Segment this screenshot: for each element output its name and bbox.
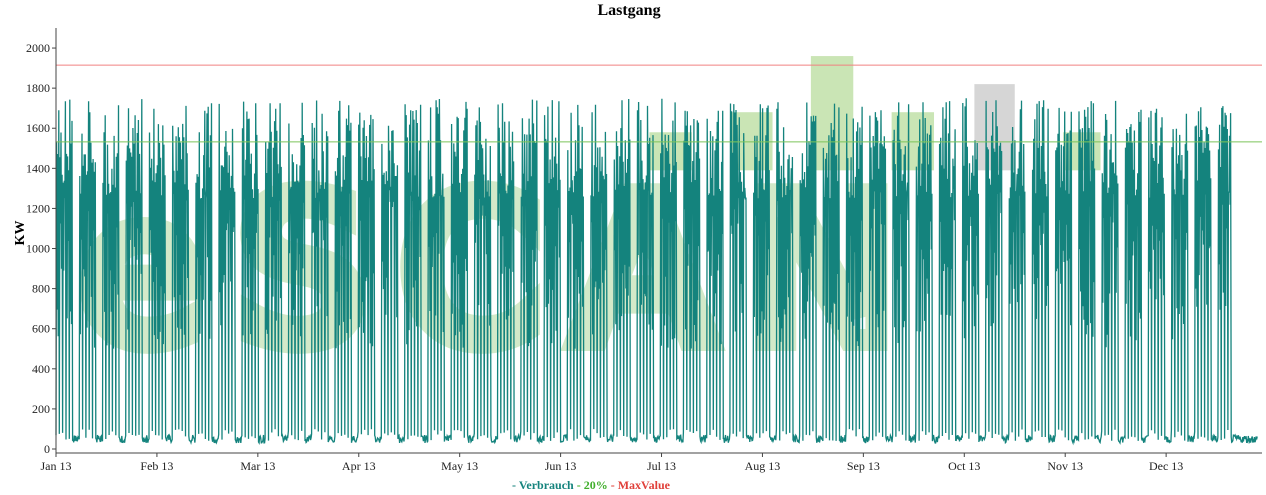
x-tick-label: Jun 13 xyxy=(545,459,577,473)
y-tick-label: 1200 xyxy=(26,201,50,215)
series-verbrauch xyxy=(55,98,1258,446)
legend-item-2: - 20% xyxy=(574,478,608,492)
x-tick-label: Jan 13 xyxy=(41,459,72,473)
chart-title: Lastgang xyxy=(597,2,660,19)
x-tick-label: Mar 13 xyxy=(240,459,275,473)
x-tick-label: Aug 13 xyxy=(745,459,781,473)
x-tick-label: Jul 13 xyxy=(647,459,676,473)
y-axis-label: KW xyxy=(13,221,28,246)
y-tick-label: 1600 xyxy=(26,121,50,135)
x-tick-label: Oct 13 xyxy=(948,459,980,473)
series-line-verbrauch xyxy=(55,98,1258,446)
y-tick-label: 2000 xyxy=(26,41,50,55)
y-tick-label: 1000 xyxy=(26,242,50,256)
y-tick-label: 200 xyxy=(32,402,50,416)
axes: 0 200 400 600 800 1000 1200 1400 1600 1800 2000 Jan… xyxy=(26,28,1262,473)
y-tick-label: 800 xyxy=(32,282,50,296)
x-tick-label: Sep 13 xyxy=(847,459,880,473)
y-tick-label: 1800 xyxy=(26,81,50,95)
legend-item-1: - Verbrauch xyxy=(512,478,574,492)
y-tick-label: 0 xyxy=(44,442,50,456)
x-tick-label: Dec 13 xyxy=(1149,459,1183,473)
legend: - Verbrauch - 20% - MaxValue xyxy=(512,478,671,492)
legend-text: - Verbrauch - 20% - MaxValue xyxy=(512,478,671,492)
x-tick-label: May 13 xyxy=(441,459,478,473)
x-tick-label: Feb 13 xyxy=(140,459,173,473)
x-tick-label: Apr 13 xyxy=(342,459,376,473)
legend-item-3: - MaxValue xyxy=(608,478,671,492)
y-tick-label: 400 xyxy=(32,362,50,376)
x-tick-label: Nov 13 xyxy=(1047,459,1083,473)
y-tick-label: 600 xyxy=(32,322,50,336)
y-tick-label: 1400 xyxy=(26,161,50,175)
reference-lines xyxy=(56,64,1262,143)
